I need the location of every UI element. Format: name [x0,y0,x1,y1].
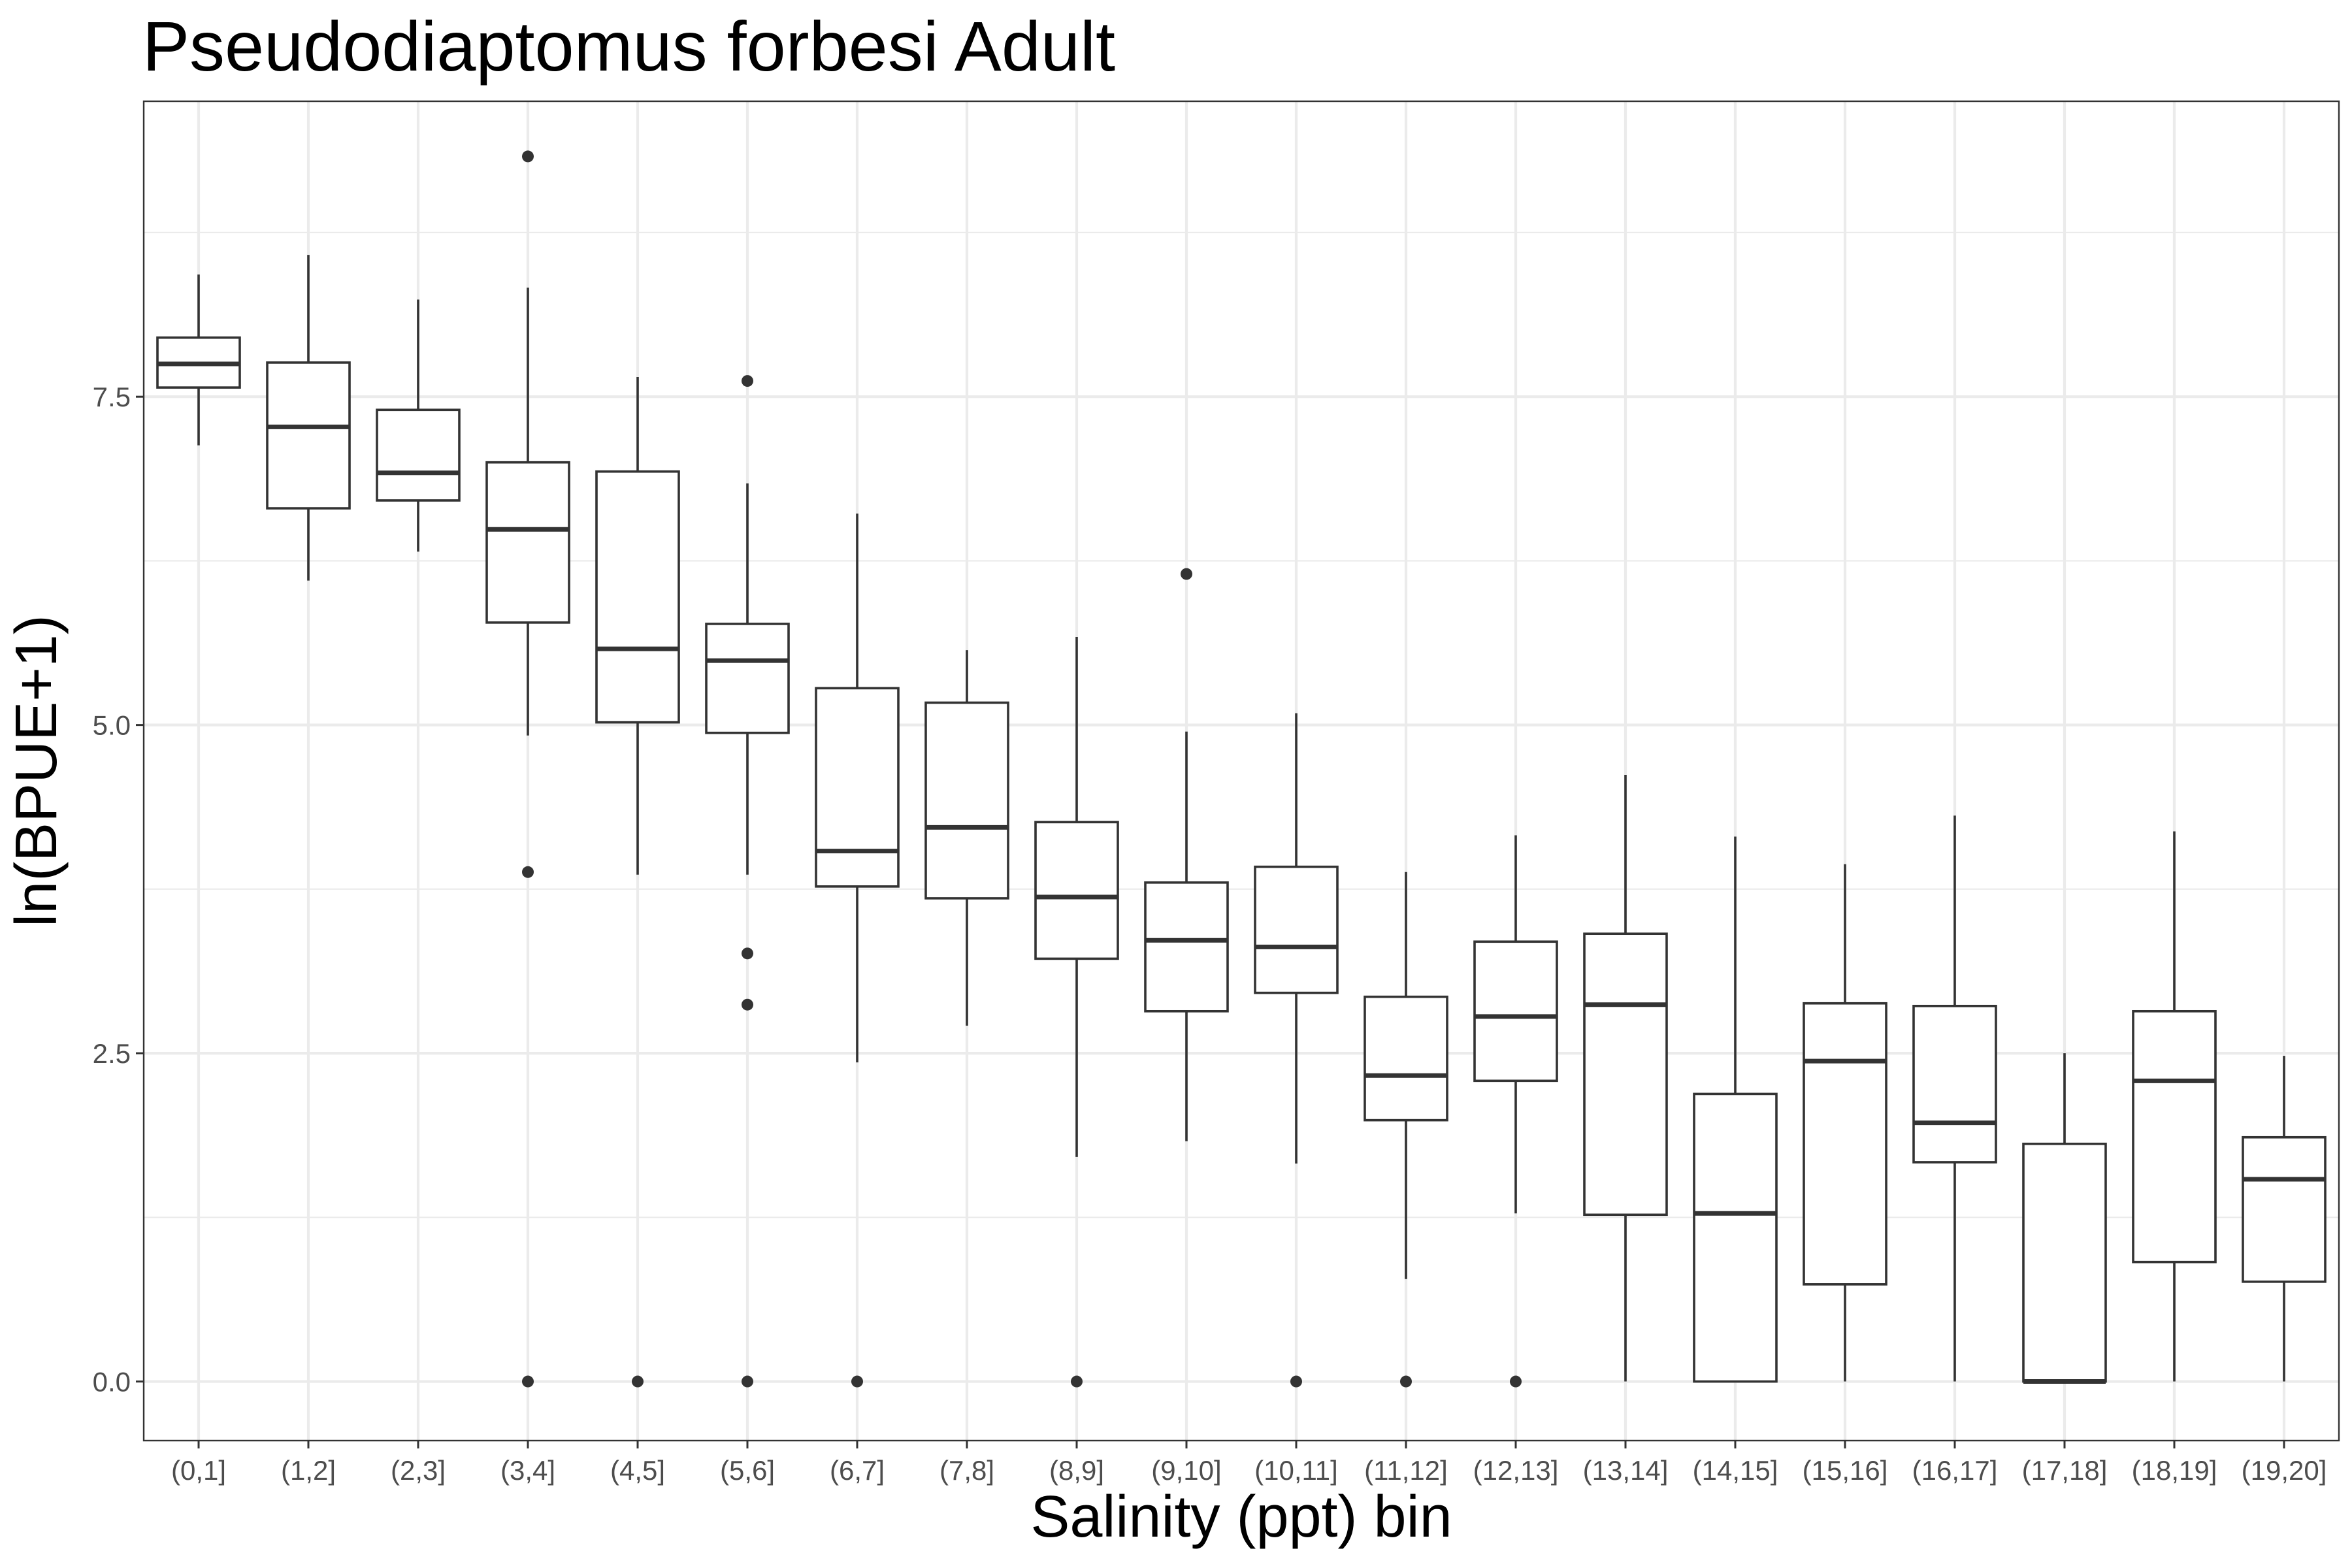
box-iqr [266,361,351,510]
box-iqr [1693,1092,1778,1383]
outlier-point [742,375,753,387]
x-tick-label: (2,3] [391,1455,446,1486]
box-iqr [2022,1142,2107,1383]
outlier-point [1400,1375,1412,1388]
box-(14,15] [1693,836,1778,1383]
outlier-point [851,1375,863,1388]
box-(17,18] [2022,1053,2107,1384]
chart-title: Pseudodiaptomus forbesi Adult [142,7,1115,86]
box-iqr [705,623,790,734]
x-tick-label: (8,9] [1049,1455,1104,1486]
x-tick-label: (0,1] [171,1455,226,1486]
x-tick-label: (4,5] [610,1455,665,1486]
x-tick-label: (10,11] [1254,1455,1338,1486]
box-(12,13] [1473,835,1558,1388]
y-axis-title: ln(BPUE+1) [4,615,69,927]
outlier-point [742,998,753,1011]
box-(1,2] [266,255,351,581]
x-tick-label: (13,14] [1583,1455,1669,1486]
x-tick-label: (3,4] [500,1455,555,1486]
box-iqr [1803,1002,1887,1286]
x-axis: (0,1] (1,2] (2,3] (3,4] (4,5] (5,6] (6,7] (7,8]… [171,1441,2327,1486]
x-tick-label: (9,10] [1151,1455,1221,1486]
outlier-point [742,947,753,960]
x-tick-label: (1,2] [281,1455,336,1486]
box-(2,3] [376,299,461,552]
outlier-point [1290,1375,1302,1388]
box-iqr [1912,1004,1997,1164]
box-(3,4] [485,150,570,1388]
box-iqr [2242,1135,2327,1283]
x-tick-label: (19,20] [2242,1455,2327,1486]
box-iqr [1144,881,1229,1013]
x-tick-label: (16,17] [1912,1455,1998,1486]
outlier-point [1510,1375,1522,1388]
box-(8,9] [1034,637,1119,1388]
box-(0,1] [156,274,241,446]
panel-background [144,101,2339,1441]
box-iqr [1034,821,1119,960]
box-(15,16] [1803,864,1887,1382]
box-(19,20] [2242,1056,2327,1382]
y-tick-label: 2.5 [93,1038,131,1069]
box-(13,14] [1583,775,1668,1382]
box-iqr [815,687,900,888]
outlier-point [522,866,534,878]
plot-panel [142,100,2340,1442]
box-(16,17] [1912,815,1997,1382]
outlier-point [742,1375,753,1388]
box-(9,10] [1144,568,1229,1141]
box-iqr [1473,940,1558,1083]
box-iqr [1254,865,1339,994]
box-(18,19] [2132,831,2217,1382]
box-(7,8] [924,650,1009,1026]
x-tick-label: (5,6] [720,1455,775,1486]
outlier-point [522,1375,534,1388]
box-(6,7] [815,514,900,1388]
box-iqr [1583,932,1668,1217]
x-tick-label: (14,15] [1693,1455,1778,1486]
x-tick-label: (6,7] [830,1455,885,1486]
outlier-point [1181,568,1192,580]
box-iqr [924,701,1009,900]
x-tick-label: (17,18] [2022,1455,2108,1486]
box-iqr [1364,995,1448,1122]
box-iqr [595,470,680,724]
box-(11,12] [1364,872,1448,1388]
box-(10,11] [1254,713,1339,1388]
y-axis: 0.0 2.5 5.0 7.5 [93,382,144,1397]
x-tick-label: (11,12] [1364,1455,1448,1486]
outlier-point [522,150,534,163]
box-(5,6] [705,375,790,1388]
box-series [156,150,2327,1388]
x-tick-label: (18,19] [2132,1455,2217,1486]
x-tick-label: (12,13] [1473,1455,1559,1486]
x-tick-label: (15,16] [1803,1455,1888,1486]
y-tick-label: 7.5 [93,382,131,412]
x-axis-title: Salinity (ppt) bin [1030,1484,1452,1550]
outlier-point [632,1375,644,1388]
y-tick-label: 0.0 [93,1367,131,1397]
panel-border [142,100,2340,1442]
outlier-point [1071,1375,1083,1388]
y-tick-label: 5.0 [93,710,131,741]
box-iqr [376,408,461,502]
box-(4,5] [595,377,680,1388]
box-iqr [485,461,570,624]
box-iqr [2132,1009,2217,1264]
x-tick-label: (7,8] [939,1455,994,1486]
